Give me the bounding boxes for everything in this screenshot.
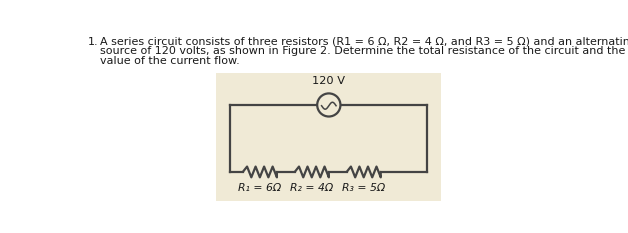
Bar <box>217 73 441 201</box>
Text: R₁ = 6Ω: R₁ = 6Ω <box>238 183 281 193</box>
Text: value of the current flow.: value of the current flow. <box>100 56 240 66</box>
Text: A series circuit consists of three resistors (R1 = 6 Ω, R2 = 4 Ω, and R3 = 5 Ω) : A series circuit consists of three resis… <box>100 37 628 47</box>
Text: R₂ = 4Ω: R₂ = 4Ω <box>290 183 333 193</box>
Text: 1.: 1. <box>88 37 99 47</box>
Circle shape <box>317 93 340 116</box>
Text: 120 V: 120 V <box>312 76 345 86</box>
Text: source of 120 volts, as shown in Figure 2. Determine the total resistance of the: source of 120 volts, as shown in Figure … <box>100 46 628 56</box>
Text: R₃ = 5Ω: R₃ = 5Ω <box>342 183 385 193</box>
